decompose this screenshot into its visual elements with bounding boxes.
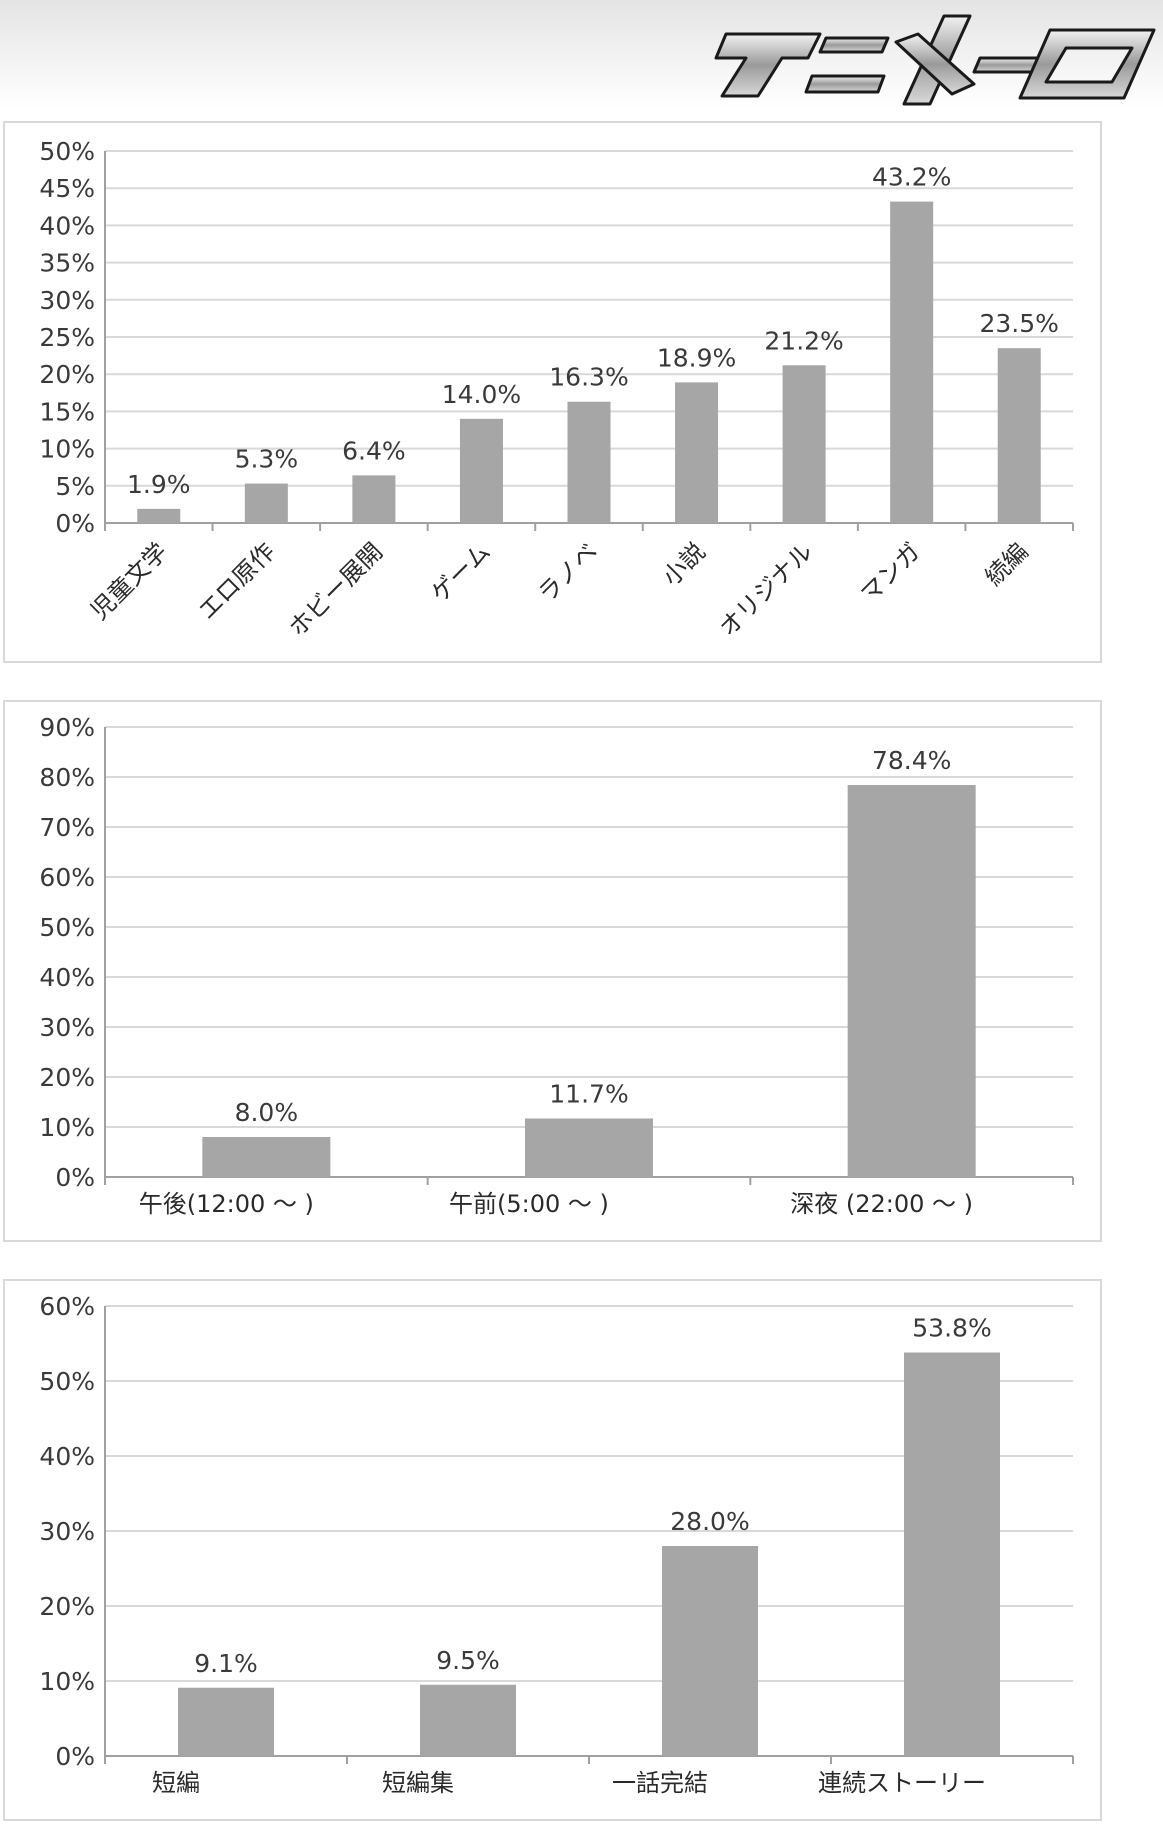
- c3-category-label: 連続ストーリー: [818, 1769, 986, 1797]
- c3-data-label: 9.5%: [436, 1646, 500, 1675]
- c1-category-label: エロ原作: [193, 537, 281, 625]
- c2-y-tick-label: 50%: [39, 913, 95, 942]
- c1-bar: [782, 365, 826, 523]
- c3-y-tick-label: 0%: [55, 1742, 95, 1771]
- c1-y-tick-label: 15%: [39, 397, 95, 426]
- c1-y-tick-label: 45%: [39, 174, 95, 203]
- source-material-chart-svg: 0% 5% 10% 15% 20% 25% 30% 35% 40% 45% 50% 1.9% 児童文学 5…: [39, 137, 1074, 642]
- c1-category-label: ラノベ: [533, 537, 603, 607]
- c3-data-label: 28.0%: [670, 1507, 749, 1536]
- c1-y-tick-label: 30%: [39, 286, 95, 315]
- c1-data-label: 1.9%: [127, 470, 191, 499]
- c1-data-label: 18.9%: [657, 343, 736, 372]
- c1-category-label: 小説: [657, 537, 711, 591]
- c1-data-label: 23.5%: [980, 309, 1059, 338]
- c1-category-label: ゲーム: [425, 537, 495, 607]
- c3-category-label: 短編集: [382, 1769, 454, 1797]
- c3-y-tick-label: 60%: [39, 1292, 95, 1321]
- c1-bar: [890, 201, 934, 523]
- c1-category-label: ホビー展開: [283, 537, 388, 642]
- c1-y-tick-label: 35%: [39, 249, 95, 278]
- c2-y-tick-label: 40%: [39, 963, 95, 992]
- c1-bar: [997, 348, 1041, 523]
- c1-category-label: 児童文学: [85, 537, 173, 625]
- c1-data-label: 14.0%: [442, 380, 521, 409]
- c2-y-tick-label: 80%: [39, 763, 95, 792]
- c2-y-tick-label: 10%: [39, 1113, 95, 1142]
- c2-data-label: 78.4%: [872, 746, 951, 775]
- c2-category-label: 深夜 (22:00 ～ ): [790, 1190, 973, 1218]
- c3-category-label: 一話完結: [612, 1769, 708, 1797]
- animelo-logo: [714, 14, 1156, 106]
- c1-y-tick-label: 0%: [55, 509, 95, 538]
- c3-data-label: 9.1%: [194, 1649, 258, 1678]
- c1-data-label: 6.4%: [342, 436, 406, 465]
- story-format-chart-svg: 0% 10% 20% 30% 40% 50% 60% 9.1% 短編 9.5% 短編集 28.0% 一話…: [39, 1292, 1074, 1797]
- c1-data-label: 43.2%: [872, 163, 951, 192]
- c2-bar: [525, 1118, 653, 1177]
- c1-y-tick-label: 5%: [55, 472, 95, 501]
- c3-data-label: 53.8%: [912, 1314, 991, 1343]
- c1-y-tick-label: 25%: [39, 323, 95, 352]
- story-format-chart: 0% 10% 20% 30% 40% 50% 60% 9.1% 短編 9.5% 短編集 28.0% 一話…: [3, 1279, 1102, 1821]
- c3-y-tick-label: 10%: [39, 1667, 95, 1696]
- c2-category-label: 午後(12:00 ～ ): [139, 1190, 314, 1218]
- source-material-chart: 0% 5% 10% 15% 20% 25% 30% 35% 40% 45% 50% 1.9% 児童文学 5…: [3, 121, 1102, 663]
- c2-data-label: 8.0%: [235, 1098, 299, 1127]
- c3-y-tick-label: 40%: [39, 1442, 95, 1471]
- c2-category-label: 午前(5:00 ～ ): [449, 1190, 609, 1218]
- c3-y-tick-label: 20%: [39, 1592, 95, 1621]
- c2-bar: [847, 785, 976, 1177]
- c2-bar: [202, 1137, 331, 1177]
- c1-y-tick-label: 40%: [39, 211, 95, 240]
- c3-category-label: 短編: [152, 1769, 200, 1797]
- c1-bar: [352, 475, 396, 523]
- c1-data-label: 21.2%: [764, 326, 843, 355]
- c3-y-tick-label: 30%: [39, 1517, 95, 1546]
- c1-bar: [675, 382, 719, 523]
- c2-y-tick-label: 60%: [39, 863, 95, 892]
- c3-y-tick-label: 50%: [39, 1367, 95, 1396]
- c2-y-tick-label: 20%: [39, 1063, 95, 1092]
- c1-y-tick-label: 10%: [39, 435, 95, 464]
- c2-y-tick-label: 70%: [39, 813, 95, 842]
- c1-data-label: 5.3%: [235, 445, 299, 474]
- c1-bar: [244, 483, 288, 523]
- broadcast-time-chart-svg: 0% 10% 20% 30% 40% 50% 60% 70% 80% 90% 8.0% 午後(12:0…: [39, 713, 1074, 1218]
- c3-bar: [178, 1687, 274, 1756]
- c1-category-label: 続編: [980, 537, 1034, 591]
- c3-bar: [662, 1546, 758, 1756]
- c1-bar: [137, 508, 181, 523]
- c1-category-label: オリジナル: [714, 537, 819, 642]
- c1-y-tick-label: 20%: [39, 360, 95, 389]
- broadcast-time-chart: 0% 10% 20% 30% 40% 50% 60% 70% 80% 90% 8.0% 午後(12:0…: [3, 700, 1102, 1242]
- c1-bar: [459, 418, 503, 523]
- c2-data-label: 11.7%: [549, 1080, 628, 1109]
- c3-bar: [904, 1352, 1000, 1756]
- c1-bar: [567, 401, 611, 523]
- c1-category-label: マンガ: [855, 537, 926, 608]
- c1-data-label: 16.3%: [549, 363, 628, 392]
- page-header: [0, 0, 1163, 108]
- c1-y-tick-label: 50%: [39, 137, 95, 166]
- c3-bar: [420, 1684, 516, 1756]
- c2-y-tick-label: 30%: [39, 1013, 95, 1042]
- c2-y-tick-label: 90%: [39, 713, 95, 742]
- c2-y-tick-label: 0%: [55, 1163, 95, 1192]
